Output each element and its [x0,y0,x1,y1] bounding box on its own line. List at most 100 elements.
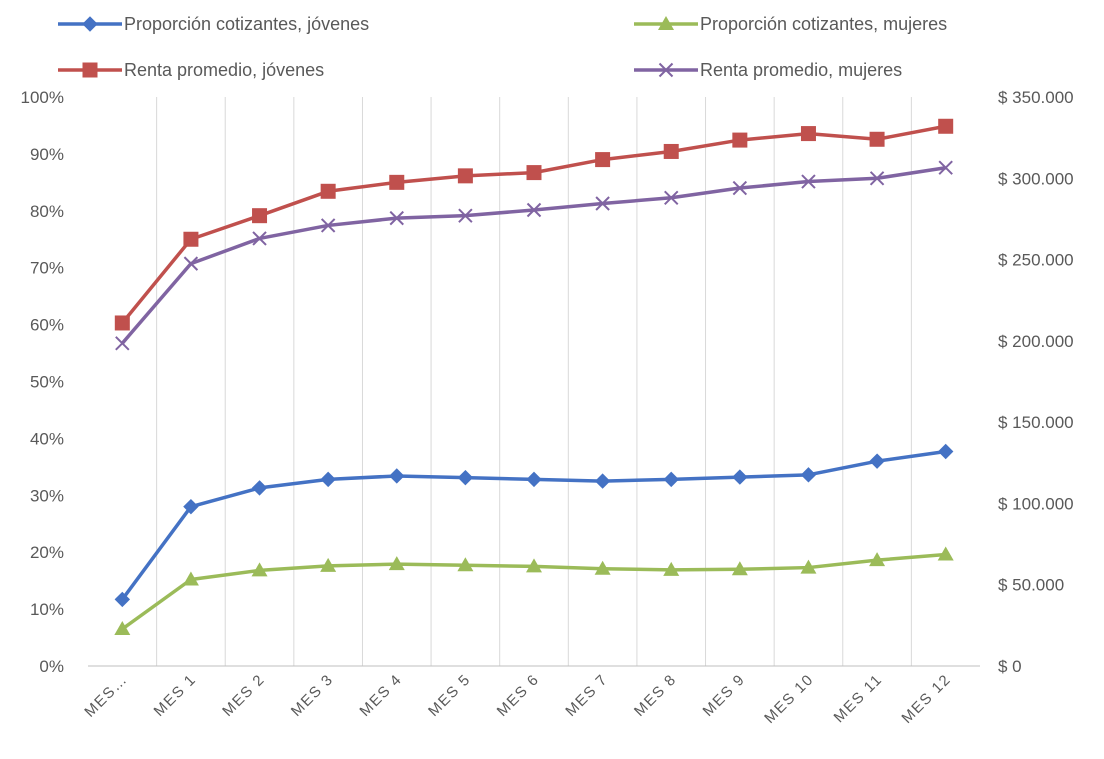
legend: Proporción cotizantes, jóvenes Proporción… [58,14,947,80]
data-point [114,315,130,331]
right-axis-tick-label: $ 300.000 [998,169,1074,188]
x-marker-stroke [595,196,610,211]
data-point [800,467,817,483]
left-axis-tick-label: 20% [30,543,64,562]
series-line [120,124,947,325]
x-axis-tick-label: MES 1 [151,671,200,720]
left-axis-tick-label: 30% [30,486,64,505]
data-point [251,480,268,496]
x-marker-stroke [732,180,748,196]
data-point [663,143,679,159]
left-axis-tick-label: 10% [30,600,64,619]
x-marker-stroke [252,231,267,246]
legend-item: Proporción cotizantes, mujeres [634,14,947,34]
data-point [320,471,336,488]
gridlines [156,97,912,666]
x-marker-stroke [115,336,130,351]
data-point [251,562,268,577]
x-axis-tick-label: MES… [81,671,131,721]
left-axis-tick-label: 40% [30,429,64,448]
x-axis-tick-label: MES 11 [831,671,886,726]
x-axis-tick-label: MES 2 [219,671,268,720]
x-marker-stroke [389,210,404,226]
data-point [869,131,885,147]
series-3 [115,160,953,351]
left-axis-tick-label: 0% [39,657,64,676]
data-point [800,126,816,142]
data-point [389,468,405,484]
legend-item: Renta promedio, mujeres [634,60,902,80]
legend-marker [658,62,674,78]
right-axis-tick-label: $ 250.000 [998,251,1074,270]
data-point [526,202,542,218]
data-point [937,546,954,561]
right-axis-tick-label: $ 100.000 [998,494,1074,513]
x-axis-tick-label: MES 9 [700,671,749,720]
x-marker-stroke [869,171,885,186]
x-marker-stroke [526,202,542,218]
data-point [869,453,885,469]
legend-label: Proporción cotizantes, jóvenes [124,14,369,34]
data-point [183,498,199,515]
data-point [526,165,542,181]
right-axis-tick-label: $ 200.000 [998,332,1074,351]
data-point [526,558,542,573]
data-point [731,561,748,576]
x-axis-tick-label: MES 3 [288,671,337,720]
legend-label: Proporción cotizantes, mujeres [700,14,947,34]
data-point [388,556,405,571]
x-axis-tick-label: MES 7 [562,671,611,720]
data-point [458,208,473,223]
data-point [457,469,474,486]
left-axis: 0% 10% 20% 30% 40% 50% 60% 70% 80% 90% 100% [21,88,64,676]
data-point [114,591,131,608]
x-marker-stroke [658,62,674,78]
x-marker-stroke [664,190,679,206]
data-point [114,621,131,636]
left-axis-tick-label: 80% [30,202,64,221]
left-axis-tick-label: 50% [30,373,64,392]
legend-marker [658,16,674,30]
x-marker-stroke [458,208,473,223]
data-point [115,336,130,351]
left-axis-tick-label: 60% [30,316,64,335]
data-point [320,557,337,572]
data-point [320,183,336,199]
x-axis-tick-label: MES 12 [898,671,954,727]
data-point [595,152,611,168]
data-point [389,174,405,190]
x-axis-tick-label: MES 4 [356,671,405,720]
data-point [252,231,267,246]
data-point [664,190,679,206]
data-point [389,210,404,226]
x-axis-tick-label: MES 6 [494,671,543,720]
legend-marker [82,16,98,32]
data-point [182,571,199,586]
x-marker-stroke [801,174,816,189]
right-axis-tick-label: $ 150.000 [998,413,1074,432]
data-point [937,443,954,460]
series-line [120,165,946,345]
x-marker-stroke [938,160,953,175]
legend-marker [82,62,98,78]
left-axis-tick-label: 90% [30,145,64,164]
data-point [595,196,610,211]
data-point [594,473,611,489]
legend-label: Renta promedio, jóvenes [124,60,324,80]
data-point [800,559,817,574]
legend-label: Renta promedio, mujeres [700,60,902,80]
data-point [457,168,473,184]
left-axis-tick-label: 100% [21,88,64,107]
x-axis-tick-label: MES 10 [761,671,817,727]
data-point [183,256,199,271]
x-axis-tick-label: MES 5 [425,671,474,720]
data-point [938,118,954,134]
right-axis: $ 0 $ 50.000 $ 100.000 $ 150.000 $ 200.000 $ … [998,88,1074,676]
data-point [732,132,748,148]
legend-item: Proporción cotizantes, jóvenes [58,14,369,34]
data-point [869,552,886,567]
data-point [183,231,199,247]
x-marker-stroke [183,256,199,271]
series-2 [114,118,954,331]
